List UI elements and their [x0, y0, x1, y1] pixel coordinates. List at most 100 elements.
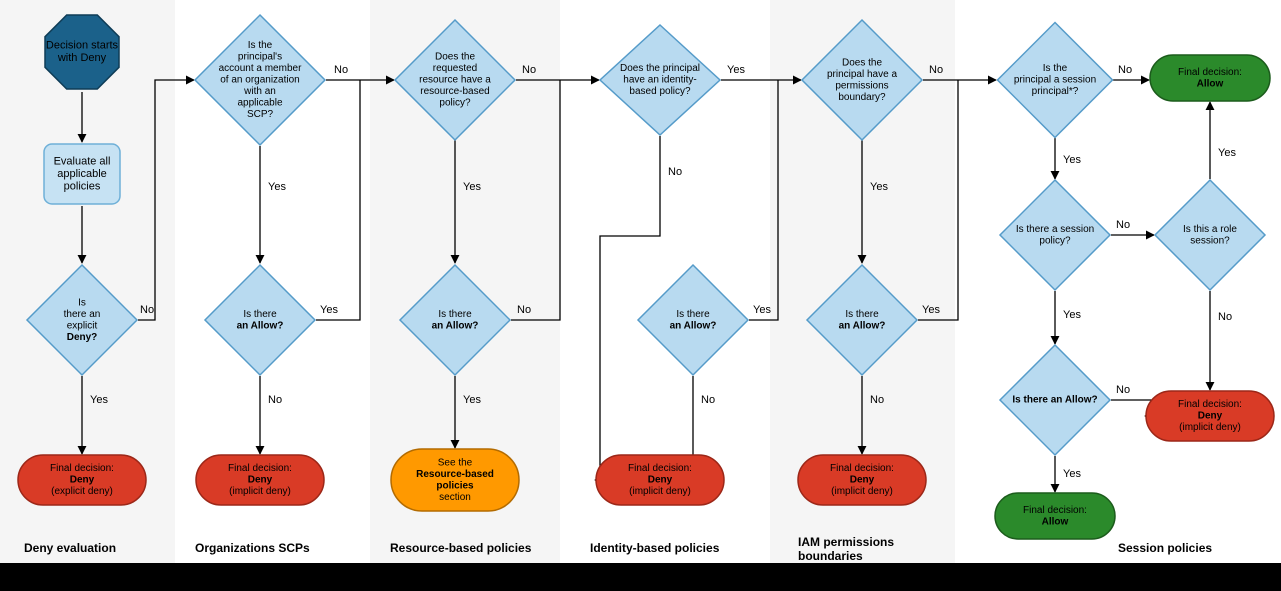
edge-label: No: [701, 394, 715, 406]
edge-label: No: [1116, 384, 1130, 396]
svg-text:Is there an Allow?: Is there an Allow?: [1012, 395, 1097, 406]
svg-text:session?: session?: [1190, 235, 1230, 246]
svg-text:Allow: Allow: [1042, 516, 1069, 527]
svg-text:have an identity-: have an identity-: [623, 75, 696, 86]
svg-text:principal have a: principal have a: [827, 69, 897, 80]
svg-text:(implicit deny): (implicit deny): [1179, 422, 1241, 433]
svg-text:(implicit deny): (implicit deny): [629, 486, 691, 497]
edge-label: No: [668, 166, 682, 178]
svg-text:policies: policies: [436, 480, 474, 491]
svg-text:applicable: applicable: [237, 98, 282, 109]
svg-text:Is there a session: Is there a session: [1016, 224, 1094, 235]
svg-text:Decision starts: Decision starts: [46, 40, 119, 52]
edge-label: No: [929, 64, 943, 76]
svg-text:explicit: explicit: [67, 320, 98, 331]
svg-text:boundary?: boundary?: [838, 92, 886, 103]
svg-text:Final decision:: Final decision:: [830, 463, 894, 474]
edge-label: Yes: [320, 304, 338, 316]
svg-text:Is there: Is there: [243, 309, 277, 320]
svg-text:Evaluate all: Evaluate all: [54, 155, 111, 167]
svg-text:Final decision:: Final decision:: [1178, 399, 1242, 410]
svg-text:Final decision:: Final decision:: [228, 463, 292, 474]
svg-text:Is: Is: [78, 297, 86, 308]
svg-text:applicable: applicable: [57, 168, 107, 180]
edge-label: No: [522, 64, 536, 76]
svg-text:permissions: permissions: [835, 80, 888, 91]
svg-text:based policy?: based policy?: [629, 86, 691, 97]
svg-text:policies: policies: [64, 181, 101, 193]
svg-text:Final decision:: Final decision:: [1023, 505, 1087, 516]
edge-label: Yes: [1218, 147, 1236, 159]
edge-label: No: [1116, 219, 1130, 231]
edge-label: Yes: [1063, 468, 1081, 480]
edge-label: No: [140, 304, 154, 316]
svg-text:Resource-based: Resource-based: [416, 469, 494, 480]
edge-label: Yes: [90, 394, 108, 406]
edge-label: Yes: [463, 394, 481, 406]
svg-text:Is this a role: Is this a role: [1183, 224, 1237, 235]
svg-text:Deny: Deny: [648, 475, 673, 486]
svg-text:Is the: Is the: [1043, 63, 1068, 74]
svg-text:with an: with an: [243, 86, 276, 97]
edge-label: No: [268, 394, 282, 406]
svg-text:an Allow?: an Allow?: [237, 320, 284, 331]
svg-text:account a member: account a member: [219, 63, 302, 74]
section-label: boundaries: [798, 549, 863, 563]
svg-text:an Allow?: an Allow?: [670, 320, 717, 331]
svg-text:Does the: Does the: [842, 57, 882, 68]
svg-text:Deny: Deny: [850, 475, 875, 486]
edge-label: Yes: [870, 181, 888, 193]
edge-label: Yes: [727, 64, 745, 76]
svg-text:resource-based: resource-based: [420, 86, 489, 97]
svg-text:Deny: Deny: [70, 475, 95, 486]
section-label: Resource-based policies: [390, 541, 532, 555]
svg-text:Does the: Does the: [435, 52, 475, 63]
svg-text:an Allow?: an Allow?: [839, 320, 886, 331]
section-label: Identity-based policies: [590, 541, 720, 555]
edge-label: No: [1118, 64, 1132, 76]
edge-label: No: [517, 304, 531, 316]
edge-label: Yes: [268, 181, 286, 193]
svg-text:Allow: Allow: [1197, 78, 1224, 89]
svg-text:Final decision:: Final decision:: [628, 463, 692, 474]
svg-text:Is there: Is there: [676, 309, 710, 320]
edge-label: Yes: [463, 181, 481, 193]
svg-text:resource have a: resource have a: [419, 75, 491, 86]
edge-label: Yes: [1063, 154, 1081, 166]
svg-text:(implicit deny): (implicit deny): [831, 486, 893, 497]
svg-text:policy?: policy?: [439, 98, 471, 109]
edge-label: Yes: [1063, 309, 1081, 321]
svg-text:SCP?: SCP?: [247, 109, 274, 120]
svg-text:(explicit deny): (explicit deny): [51, 486, 113, 497]
section-label: IAM permissions: [798, 535, 894, 549]
svg-text:Does the principal: Does the principal: [620, 63, 700, 74]
svg-text:Deny?: Deny?: [67, 332, 98, 343]
svg-text:(implicit deny): (implicit deny): [229, 486, 291, 497]
section-label: Deny evaluation: [24, 541, 116, 555]
svg-text:Deny: Deny: [1198, 411, 1223, 422]
svg-text:principal a session: principal a session: [1014, 75, 1096, 86]
svg-text:principal*?: principal*?: [1032, 86, 1079, 97]
svg-text:an Allow?: an Allow?: [432, 320, 479, 331]
svg-text:See the: See the: [438, 457, 473, 468]
edge-label: Yes: [922, 304, 940, 316]
svg-text:with Deny: with Deny: [57, 52, 107, 64]
svg-text:Is the: Is the: [248, 40, 273, 51]
edge-label: No: [1218, 311, 1232, 323]
svg-text:requested: requested: [433, 63, 477, 74]
bottom-bar: [0, 563, 1281, 591]
edge-label: Yes: [753, 304, 771, 316]
section-label: Session policies: [1118, 541, 1212, 555]
svg-text:there an: there an: [64, 309, 101, 320]
svg-text:Is there: Is there: [438, 309, 472, 320]
svg-text:Deny: Deny: [248, 475, 273, 486]
svg-text:principal's: principal's: [238, 52, 282, 63]
section-label: Organizations SCPs: [195, 541, 310, 555]
svg-text:Is there: Is there: [845, 309, 879, 320]
edge-label: No: [334, 64, 348, 76]
svg-text:Final decision:: Final decision:: [50, 463, 114, 474]
svg-text:policy?: policy?: [1039, 235, 1071, 246]
edge-label: No: [870, 394, 884, 406]
svg-text:Final decision:: Final decision:: [1178, 67, 1242, 78]
svg-text:section: section: [439, 492, 471, 503]
